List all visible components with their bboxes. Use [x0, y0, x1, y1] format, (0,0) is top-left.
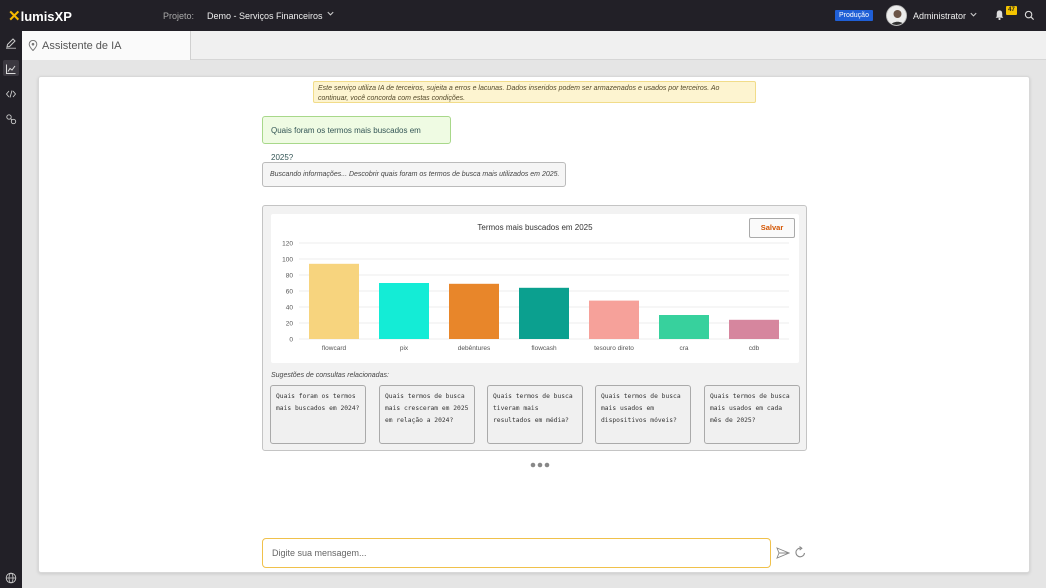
globe-icon[interactable] [5, 572, 17, 584]
bar [589, 300, 639, 339]
bar [309, 263, 359, 339]
x-tick-label: cra [679, 345, 688, 352]
bell-icon[interactable] [994, 9, 1005, 21]
message-input-container [262, 538, 771, 568]
y-tick-label: 60 [286, 289, 294, 296]
send-icon[interactable] [776, 547, 790, 559]
bar [449, 283, 499, 339]
assistant-status-message: Buscando informações... Descobrir quais … [262, 162, 566, 187]
x-tick-label: tesouro direto [594, 345, 634, 352]
suggestion-card[interactable]: Quais termos de busca tiveram mais resul… [487, 385, 583, 444]
tab-label: Assistente de IA [42, 39, 122, 52]
environment-badge: Produção [835, 10, 873, 21]
top-bar: ✕ lumisXP Projeto: Demo - Serviços Finan… [0, 0, 1046, 31]
project-selector[interactable]: Demo - Serviços Financeiros [207, 11, 323, 21]
refresh-icon[interactable] [794, 546, 807, 559]
suggestion-card[interactable]: Quais foram os termos mais buscados em 2… [270, 385, 366, 444]
sidebar-item-analytics[interactable] [3, 60, 19, 76]
code-icon[interactable] [5, 88, 17, 100]
bar [379, 283, 429, 339]
chart-title: Termos mais buscados em 2025 [477, 223, 593, 232]
x-tick-label: debêntures [458, 345, 491, 352]
save-button[interactable]: Salvar [749, 218, 795, 238]
chevron-down-icon[interactable] [969, 10, 978, 19]
logo-mark: ✕ [8, 7, 21, 25]
bar [659, 315, 709, 339]
suggestion-card[interactable]: Quais termos de busca mais cresceram em … [379, 385, 475, 444]
chart-line-icon [6, 64, 16, 74]
user-avatar-icon [887, 6, 906, 25]
project-label: Projeto: [163, 11, 195, 21]
disclaimer-notice: Este serviço utiliza IA de terceiros, su… [313, 81, 756, 103]
search-icon[interactable] [1024, 10, 1035, 21]
x-tick-label: pix [400, 345, 409, 352]
y-tick-label: 80 [286, 273, 294, 280]
suggestions-title: Sugestões de consultas relacionadas: [271, 372, 389, 379]
chevron-down-icon[interactable] [326, 9, 335, 18]
chat-panel: Este serviço utiliza IA de terceiros, su… [38, 76, 1030, 573]
chart-container: 0 20 40 60 80 100 120 flowcard pix debêntures flow… [271, 214, 799, 363]
edit-icon[interactable] [5, 37, 17, 49]
avatar[interactable] [886, 5, 907, 26]
tab-ai-assistant[interactable]: Assistente de IA [22, 31, 191, 60]
y-tick-label: 0 [289, 337, 293, 344]
integration-icon[interactable] [5, 113, 17, 125]
user-menu[interactable]: Administrator [913, 11, 967, 21]
y-tick-label: 120 [282, 241, 293, 248]
x-tick-label: flowcard [322, 345, 347, 352]
message-input[interactable] [263, 539, 770, 567]
notification-count-badge: 47 [1006, 6, 1017, 15]
x-tick-label: flowcash [531, 345, 557, 352]
logo[interactable]: ✕ lumisXP [8, 8, 72, 24]
suggestion-card[interactable]: Quais termos de busca mais usados em cad… [704, 385, 800, 444]
suggestion-card[interactable]: Quais termos de busca mais usados em dis… [595, 385, 691, 444]
map-pin-icon [28, 40, 38, 51]
typing-indicator-icon [530, 462, 550, 468]
y-tick-label: 20 [286, 321, 294, 328]
bar [729, 319, 779, 339]
logo-text: lumisXP [20, 8, 72, 24]
user-message: Quais foram os termos mais buscados em 2… [262, 116, 451, 162]
assistant-result-card: 0 20 40 60 80 100 120 flowcard pix debêntures flow… [262, 205, 807, 451]
bar-chart: 0 20 40 60 80 100 120 flowcard pix debêntures flow… [282, 241, 789, 352]
tab-bar: Assistente de IA [22, 31, 1046, 60]
y-tick-label: 40 [286, 305, 294, 312]
y-tick-label: 100 [282, 257, 293, 264]
x-tick-label: cdb [749, 345, 760, 352]
left-sidebar [0, 31, 22, 588]
bar [519, 287, 569, 339]
